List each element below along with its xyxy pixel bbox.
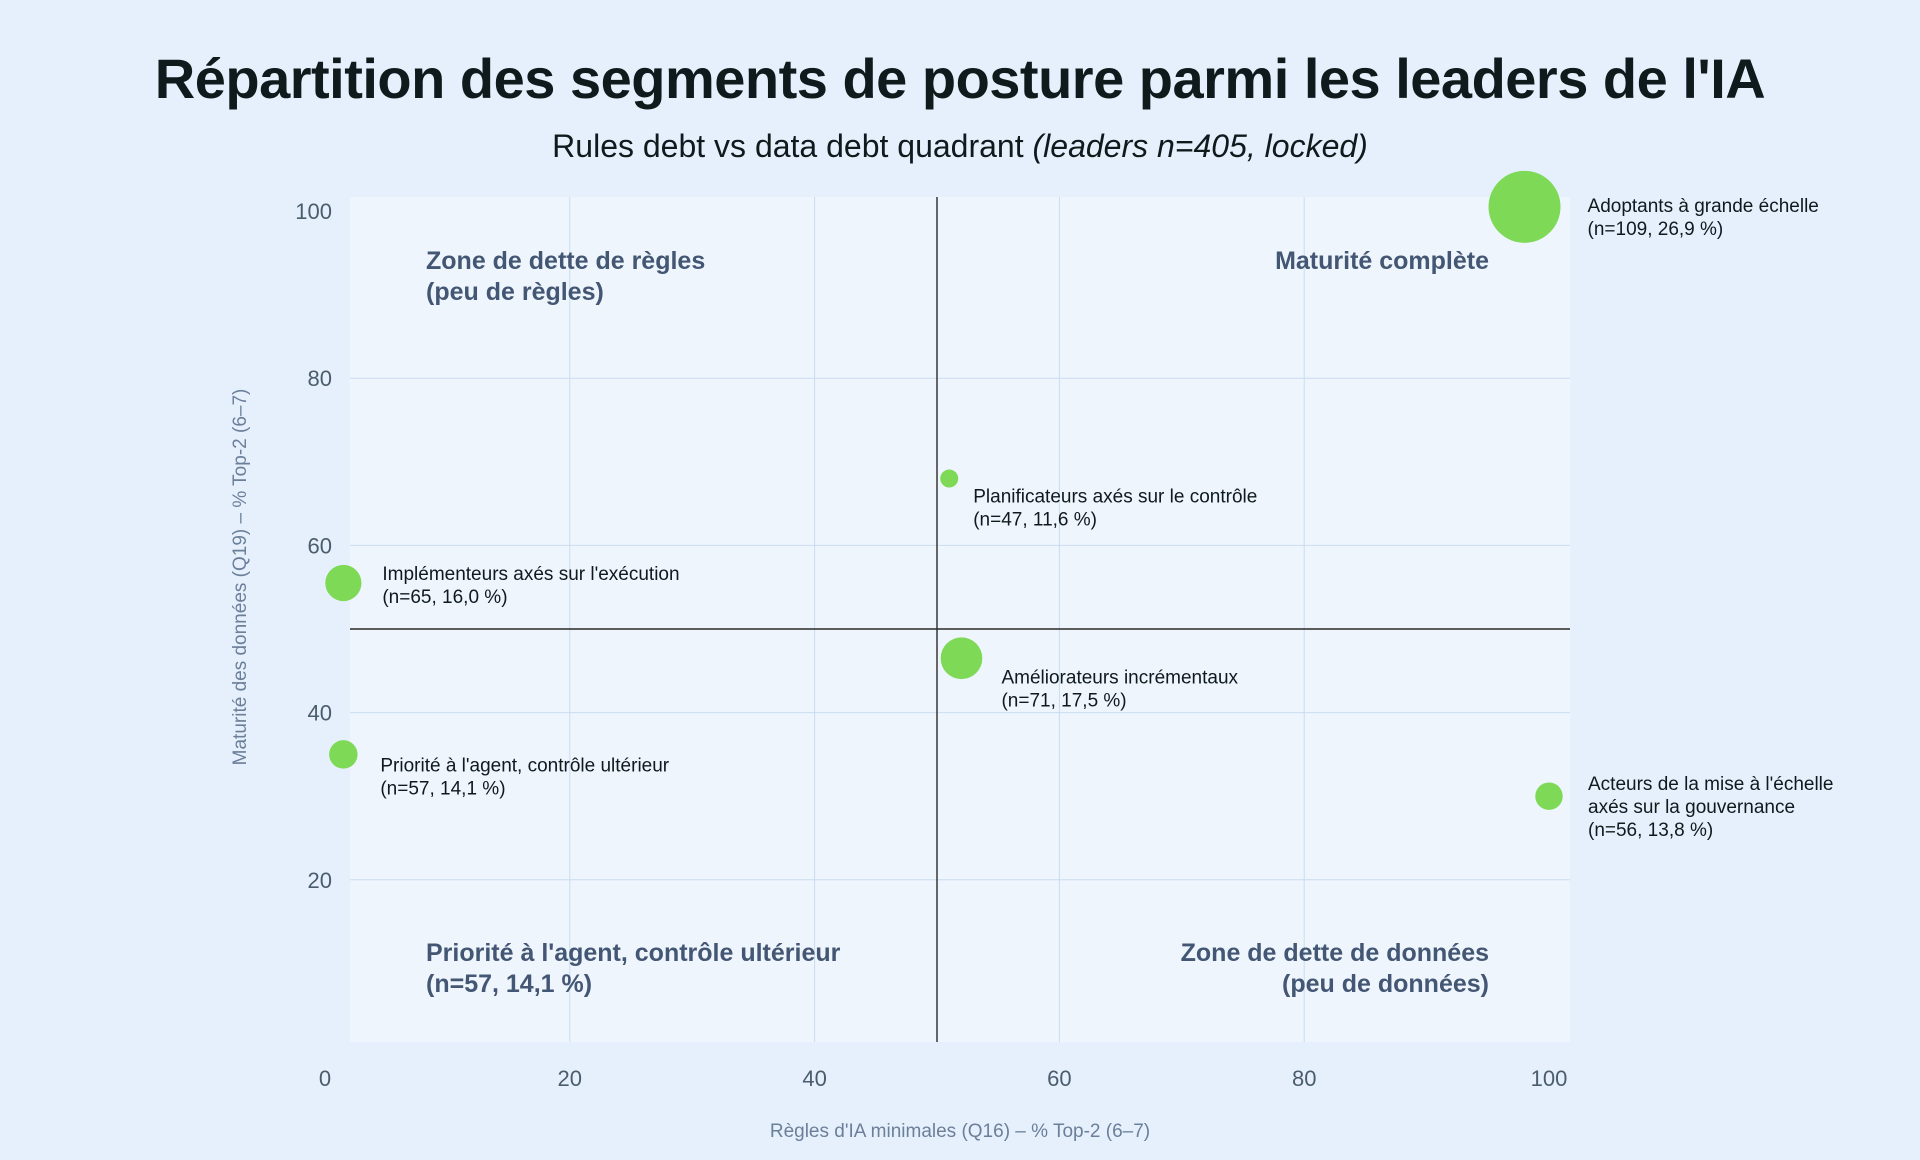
x-tick-label: 60 (1047, 1066, 1071, 1091)
x-tick-label: 40 (802, 1066, 826, 1091)
subtitle-main: Rules debt vs data debt quadrant (552, 128, 1033, 164)
bubble-label: Acteurs de la mise à l'échelle axés sur l… (1588, 774, 1833, 841)
bubble-point (1488, 170, 1561, 243)
chart-subtitle: Rules debt vs data debt quadrant (leader… (0, 128, 1920, 165)
x-axis-title: Règles d'IA minimales (Q16) – % Top-2 (6… (770, 1121, 1150, 1142)
grid-lines (350, 197, 1570, 1042)
quadrant-labels: Zone de dette de règles (peu de règles) Ma… (426, 247, 1489, 998)
x-tick-label: 0 (319, 1066, 331, 1091)
y-tick-label: 100 (295, 199, 332, 224)
y-tick-label: 60 (308, 533, 332, 558)
y-tick-label: 20 (308, 868, 332, 893)
bubble-point (1535, 782, 1563, 810)
bubble-point (325, 564, 362, 602)
quadrant-dividers (350, 197, 1570, 1042)
axis-ticks: 0 20 40 60 80 100 20 40 60 80 100 (295, 199, 1567, 1091)
quadrant-label-bottom-left: Priorité à l'agent, contrôle ultérieur (n… (426, 939, 841, 998)
chart-title: Répartition des segments de posture parm… (154, 47, 1766, 110)
y-tick-label: 80 (308, 366, 332, 391)
bubble-label: Implémenteurs axés sur l'exécution (n=65,… (382, 564, 679, 608)
quadrant-label-top-left: Zone de dette de règles (peu de règles) (426, 247, 705, 306)
bubble-label: Planificateurs axés sur le contrôle (n=47… (973, 487, 1257, 531)
quadrant-label-top-right: Maturité complète (1275, 247, 1489, 275)
y-axis-title: Maturité des données (Q19) – % Top-2 (6–… (230, 389, 251, 766)
x-tick-label: 100 (1531, 1066, 1568, 1091)
plot-area (350, 197, 1570, 1042)
x-tick-label: 20 (558, 1066, 582, 1091)
bubble-label: Priorité à l'agent, contrôle ultérieur (n… (380, 755, 669, 799)
bubble-point (329, 740, 358, 769)
bubble-point (940, 469, 959, 488)
quadrant-label-bottom-right: Zone de dette de données (peu de données) (1181, 939, 1489, 998)
subtitle-note: (leaders n=405, locked) (1032, 128, 1368, 164)
x-tick-label: 80 (1292, 1066, 1316, 1091)
y-tick-label: 40 (308, 701, 332, 726)
bubble-label: Adoptants à grande échelle (n=109, 26,9 %… (1588, 196, 1819, 240)
bubble-point (940, 637, 983, 680)
bubble-labels: Adoptants à grande échelle (n=109, 26,9 %… (380, 196, 1833, 841)
bubbles (325, 170, 1563, 810)
bubble-label: Améliorateurs incrémentaux (n=71, 17,5 %) (1001, 667, 1238, 711)
